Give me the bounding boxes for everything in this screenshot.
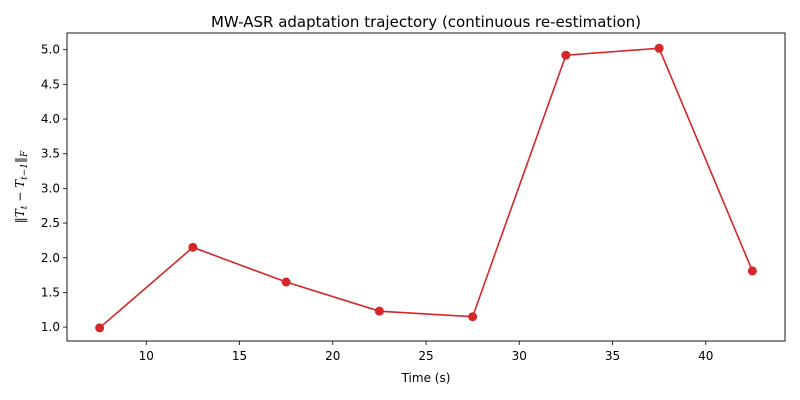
y-tick-label: 1.5	[41, 285, 60, 299]
data-point	[468, 312, 478, 322]
y-tick-label: 5.0	[41, 43, 60, 57]
svg-text:‖Tt − Tt−1‖F: ‖Tt − Tt−1‖F	[13, 150, 30, 223]
y-tick-label: 4.5	[41, 77, 60, 91]
series-layer	[95, 43, 757, 333]
data-point	[281, 277, 291, 287]
y-tick-label: 2.0	[41, 251, 60, 265]
data-point	[747, 266, 757, 276]
x-tick-label: 30	[512, 349, 527, 363]
x-tick-label: 10	[139, 349, 154, 363]
plot-area	[67, 33, 785, 341]
y-tick-label: 3.5	[41, 147, 60, 161]
x-tick-label: 20	[325, 349, 340, 363]
data-point	[95, 323, 105, 333]
data-point	[654, 43, 664, 53]
x-axis: 10 15 20 25 30 35 40	[139, 341, 713, 363]
x-tick-label: 40	[698, 349, 713, 363]
data-point	[561, 50, 571, 60]
chart-title: MW-ASR adaptation trajectory (continuous…	[211, 13, 641, 31]
x-axis-label: Time (s)	[401, 371, 451, 385]
x-tick-label: 15	[232, 349, 247, 363]
y-tick-label: 4.0	[41, 112, 60, 126]
y-tick-label: 2.5	[41, 216, 60, 230]
data-point	[374, 306, 384, 316]
data-point	[188, 242, 198, 252]
x-tick-label: 35	[605, 349, 620, 363]
series-line	[99, 47, 754, 329]
y-tick-label: 3.0	[41, 181, 60, 195]
y-axis-label: ‖Tt − Tt−1‖F	[13, 150, 30, 223]
y-axis: 1.0 1.5 2.0 2.5 3.0 3.5 4.0 4.5 5.0	[41, 43, 67, 334]
y-tick-label: 1.0	[41, 320, 60, 334]
x-tick-label: 25	[418, 349, 433, 363]
